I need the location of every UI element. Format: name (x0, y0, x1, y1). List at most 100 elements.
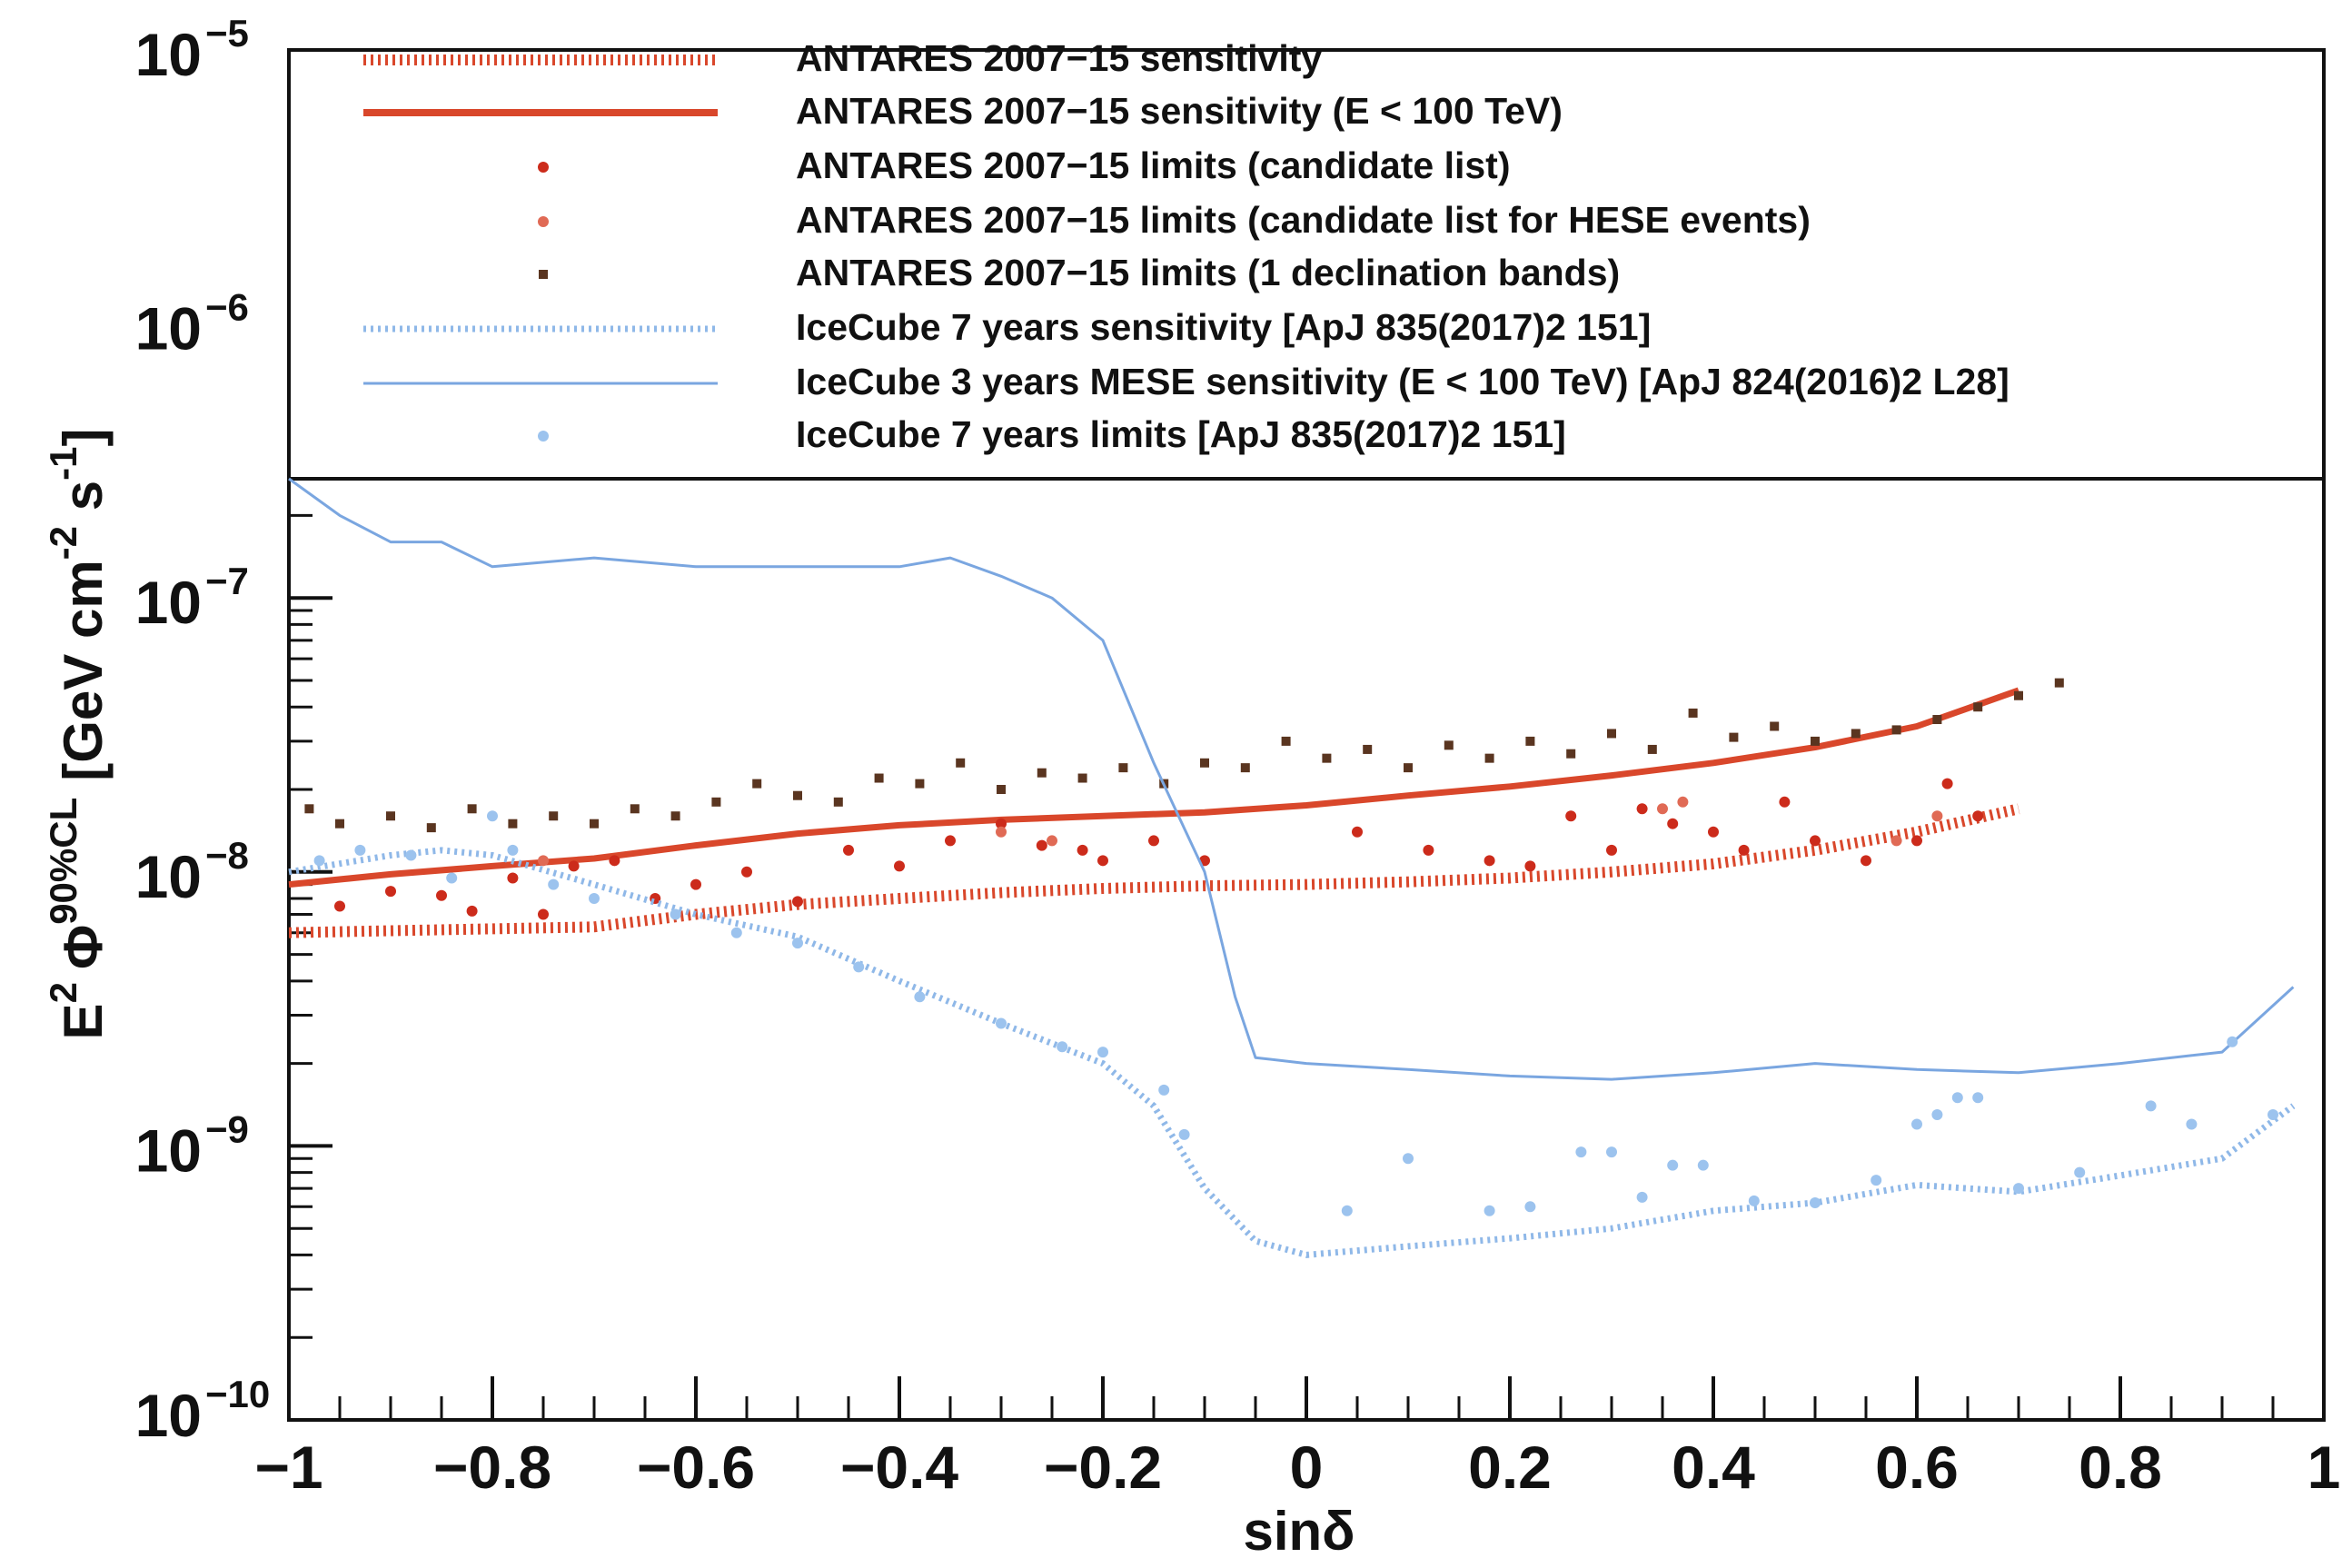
series-4-point (1851, 729, 1861, 739)
series-4-point (2014, 690, 2023, 700)
series-5 (288, 847, 2296, 1258)
legend-entry-5-label: IceCube 7 years sensitivity [ApJ 835(201… (796, 306, 1651, 348)
series-2-point (466, 905, 478, 917)
series-7-point (2186, 1118, 2198, 1130)
series-0-line (288, 803, 2020, 938)
series-4-point (793, 790, 802, 800)
series-4-point (1607, 729, 1616, 739)
series-4-point (1973, 702, 1983, 712)
series-7-point (1636, 1191, 1648, 1203)
legend-entry-6: IceCube 3 years MESE sensitivity (E < 10… (363, 361, 2010, 402)
y-tick-exponent: −9 (205, 1107, 249, 1150)
y-tick-exponent: −8 (205, 834, 249, 877)
legend-entry-3-label: ANTARES 2007−15 limits (candidate list f… (796, 199, 1811, 241)
series-7-point (730, 927, 742, 938)
series-3-point (1931, 810, 1943, 822)
series-7-point (1341, 1205, 1353, 1216)
y-tick-label: 10 (135, 569, 202, 636)
series-2-point (507, 872, 519, 884)
series-2-point (1565, 810, 1577, 822)
series-7-point (589, 893, 600, 905)
x-tick-label: −0.6 (637, 1434, 755, 1501)
series-7-point (1484, 1205, 1495, 1216)
series-1 (288, 687, 2020, 888)
series-3-point (1890, 835, 1902, 847)
x-tick-label: −0.8 (433, 1434, 551, 1501)
series-7 (313, 810, 2278, 1216)
legend-entry-1-label: ANTARES 2007−15 sensitivity (E < 100 TeV… (796, 90, 1563, 132)
series-4-point (1322, 753, 1332, 763)
series-7-point (1158, 1084, 1170, 1096)
series-4-point (874, 773, 884, 783)
series-2-point (1738, 844, 1750, 856)
legend-entry-4-swatch (539, 270, 548, 279)
x-tick-label: 0.8 (2079, 1434, 2162, 1501)
series-2-point (334, 900, 345, 912)
legend-entry-0-label: ANTARES 2007−15 sensitivity (796, 37, 1322, 79)
y-title-phi: Φ (53, 925, 114, 969)
series-2-point (609, 855, 620, 867)
x-tick-label: −0.4 (840, 1434, 959, 1501)
series-4-point (590, 819, 599, 829)
series-7-point (1871, 1175, 1882, 1186)
series-4-point (549, 811, 559, 821)
series-7-point (2074, 1166, 2086, 1178)
series-4-point (752, 779, 762, 789)
series-3 (538, 796, 1943, 867)
series-2-point (1148, 835, 1159, 847)
series-4-point (956, 758, 966, 768)
axis-ticks (287, 513, 2326, 1422)
y-tick-label: 10 (135, 843, 202, 910)
series-7-point (1057, 1041, 1068, 1053)
series-2-point (1708, 826, 1719, 838)
series-2-point (1097, 855, 1108, 867)
legend-entry-6-label: IceCube 3 years MESE sensitivity (E < 10… (796, 361, 2010, 402)
series-7-point (792, 938, 803, 949)
y-title-unit-close: ] (53, 429, 114, 447)
series-4-point (2054, 678, 2064, 688)
legend-entry-2-swatch (538, 162, 549, 173)
series-0 (288, 803, 2020, 938)
series-2-point (538, 908, 549, 920)
y-title-unit-sup2: -1 (42, 447, 84, 481)
y-title-sup1: 2 (42, 982, 84, 1003)
series-7-point (1697, 1159, 1709, 1171)
series-4-point (670, 811, 680, 821)
series-4-point (1363, 744, 1373, 754)
series-7-point (1972, 1092, 1984, 1104)
series-7-point (2227, 1036, 2238, 1047)
x-axis-title: sinδ (1243, 1501, 1355, 1562)
series-7-point (1606, 1146, 1617, 1158)
series-7-point (2268, 1109, 2278, 1121)
series-6 (288, 477, 2295, 1081)
legend-entry-4: ANTARES 2007−15 limits (1 declination ba… (539, 252, 1620, 293)
legend-entry-2: ANTARES 2007−15 limits (candidate list) (538, 144, 1510, 186)
series-7-point (548, 878, 560, 890)
series-2-point (1911, 835, 1922, 847)
series-4-point (508, 819, 518, 829)
series-2-point (1972, 810, 1984, 822)
series-2-point (1810, 835, 1821, 847)
y-title-unit-mid: s (53, 481, 114, 526)
series-2-point (1941, 778, 1953, 789)
x-tick-label: 0.4 (1672, 1434, 1755, 1501)
series-2-point (945, 835, 956, 847)
series-4-point (1729, 732, 1739, 742)
series-1-line (288, 687, 2020, 888)
legend-entry-1: ANTARES 2007−15 sensitivity (E < 100 TeV… (363, 90, 1563, 132)
series-2-point (1077, 844, 1088, 856)
series-3-point (1677, 796, 1689, 808)
series-7-point (1097, 1047, 1108, 1058)
series-4-point (1077, 773, 1087, 783)
series-2-point (436, 889, 447, 901)
series-7-point (853, 961, 865, 973)
series-4-point (1484, 753, 1494, 763)
series-7-point (2013, 1183, 2024, 1195)
series-4-point (1688, 708, 1698, 718)
series-7-point (1951, 1092, 1963, 1104)
series-3-point (1047, 835, 1057, 847)
legend-entry-3-swatch (538, 216, 549, 227)
legend: ANTARES 2007−15 sensitivity ANTARES 2007−… (363, 37, 2010, 455)
series-7-point (405, 849, 417, 861)
